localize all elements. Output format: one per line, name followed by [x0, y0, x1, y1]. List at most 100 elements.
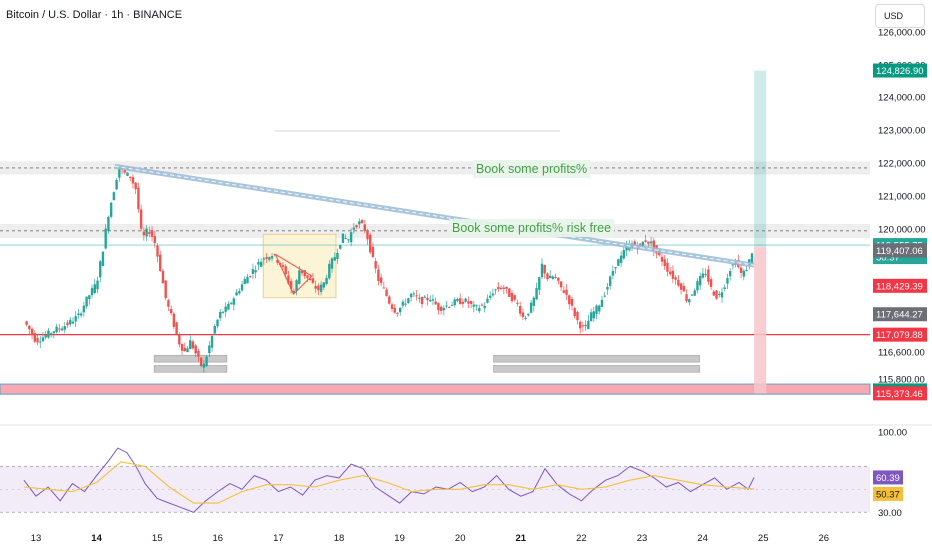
- candle-body: [589, 312, 593, 322]
- annotation-bg: [449, 219, 615, 237]
- candle-body: [300, 270, 304, 274]
- candle-body: [44, 335, 47, 338]
- candle-body: [328, 263, 331, 279]
- price-label-bg: [873, 307, 927, 322]
- candle-body: [459, 298, 462, 305]
- candle-body: [52, 331, 56, 334]
- candle-body: [404, 303, 407, 305]
- candle-body: [388, 296, 391, 304]
- candle-body: [39, 341, 42, 343]
- candle-body: [112, 192, 116, 201]
- price-label-down: 117,079.88: [873, 327, 927, 342]
- candle-body: [175, 322, 178, 335]
- candle-body: [47, 330, 50, 338]
- candles-group: [25, 165, 754, 373]
- date-tick-label: 21: [516, 533, 527, 544]
- candle-body: [246, 276, 249, 284]
- candle-body: [164, 280, 167, 299]
- candle-body: [88, 295, 91, 299]
- candle-body: [491, 293, 495, 296]
- candle-body: [156, 245, 159, 257]
- candle-body: [229, 302, 233, 304]
- date-tick-label: 19: [394, 533, 405, 544]
- candle-body: [240, 284, 244, 291]
- candle-body: [698, 276, 702, 286]
- date-tick-label: 25: [758, 533, 769, 544]
- candle-body: [115, 180, 118, 190]
- candle-body: [559, 281, 563, 288]
- candle-body: [142, 231, 146, 236]
- candle-body: [153, 236, 156, 244]
- candle-body: [227, 303, 230, 310]
- candle-body: [521, 312, 525, 317]
- price-tick-label: 121,000.00: [878, 192, 926, 203]
- candle-body: [707, 269, 710, 282]
- rsi-series-ma: [23, 461, 755, 504]
- candle-body: [617, 259, 620, 266]
- candle-body: [28, 325, 31, 330]
- price-label-target: 124,826.90: [873, 63, 927, 78]
- candle-body: [379, 277, 383, 283]
- candle-body: [576, 311, 579, 321]
- candle-body: [197, 350, 200, 357]
- candle-body: [374, 261, 377, 269]
- candle-body: [611, 271, 615, 276]
- candle-body: [341, 233, 345, 244]
- candle-body: [363, 224, 366, 232]
- candle-body: [390, 304, 394, 309]
- candle-body: [213, 325, 216, 334]
- candle-body: [238, 291, 241, 294]
- candle-body: [516, 302, 519, 304]
- candle-body: [401, 301, 405, 306]
- candle-body: [216, 319, 219, 327]
- candle-body: [666, 262, 669, 272]
- candle-body: [420, 297, 424, 305]
- candle-body: [396, 312, 399, 314]
- candle-body: [715, 290, 718, 299]
- candle-body: [25, 321, 28, 325]
- price-label-bg: [873, 63, 927, 78]
- candle-body: [317, 285, 320, 291]
- candle-body: [399, 307, 402, 313]
- candle-body: [682, 285, 686, 292]
- annotation-book-profits: Book some profits%: [476, 162, 587, 176]
- candle-body: [55, 326, 58, 333]
- candle-body: [551, 276, 555, 279]
- price-label-bg: [873, 386, 927, 401]
- candle-body: [649, 241, 653, 244]
- candle-body: [366, 230, 369, 240]
- candle-body: [298, 270, 301, 285]
- candle-body: [712, 291, 716, 296]
- candle-body: [254, 270, 257, 273]
- price-tick-label: 123,000.00: [878, 126, 926, 137]
- candle-body: [330, 258, 334, 269]
- date-tick-label: 18: [334, 533, 345, 544]
- candle-body: [524, 317, 527, 319]
- price-tick-label: 115,800.00: [878, 375, 925, 386]
- price-label-bg: [873, 327, 927, 342]
- candle-body: [66, 322, 69, 326]
- candle-body: [371, 246, 375, 257]
- candle-body: [306, 275, 309, 278]
- candle-body: [720, 292, 724, 298]
- candle-body: [161, 270, 165, 284]
- currency-selector[interactable]: USD: [875, 4, 925, 28]
- candle-body: [249, 275, 252, 277]
- candle-body: [96, 280, 99, 290]
- candle-body: [718, 293, 721, 295]
- candle-body: [696, 281, 699, 291]
- candle-body: [199, 357, 203, 367]
- date-tick-label: 22: [576, 533, 587, 544]
- candle-body: [369, 234, 372, 253]
- candle-body: [469, 301, 473, 304]
- candle-body: [131, 177, 135, 184]
- candle-body: [456, 298, 459, 302]
- candle-body: [415, 295, 418, 297]
- price-label-text: 119,407.06: [876, 246, 923, 257]
- stop-zone: [754, 247, 767, 394]
- candle-body: [129, 176, 132, 179]
- rsi-series-rsi: [23, 447, 755, 513]
- candle-body: [333, 257, 336, 261]
- candle-body: [355, 225, 358, 228]
